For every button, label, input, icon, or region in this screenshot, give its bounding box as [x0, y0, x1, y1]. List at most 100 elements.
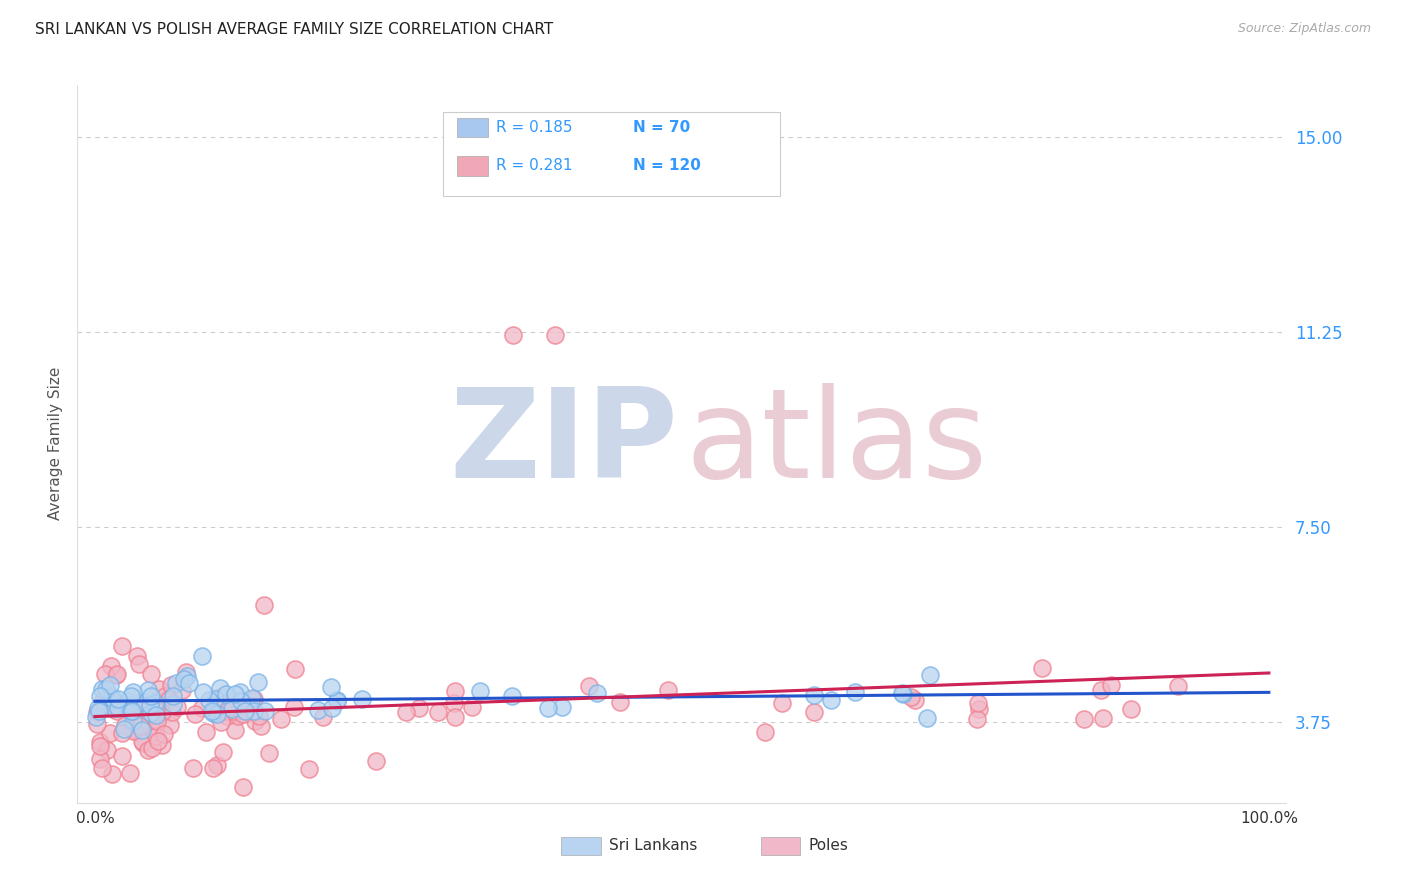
Point: [139, 706, 162, 720]
Point: [86, 716, 108, 731]
Point: [100, 659, 122, 673]
Point: [229, 685, 252, 699]
Point: [101, 691, 124, 706]
Point: [915, 711, 938, 725]
Point: [135, 698, 157, 712]
Point: [153, 727, 176, 741]
Point: [1167, 679, 1189, 693]
Point: [233, 704, 256, 718]
Point: [444, 710, 467, 724]
Point: [122, 714, 145, 728]
Point: [118, 765, 141, 780]
Point: [609, 695, 631, 709]
Point: [104, 667, 127, 681]
Text: N = 120: N = 120: [633, 159, 700, 173]
Point: [139, 666, 162, 681]
Text: N = 70: N = 70: [633, 120, 690, 135]
Point: [148, 681, 170, 696]
Point: [110, 702, 132, 716]
Point: [90, 760, 112, 774]
Point: [408, 700, 430, 714]
Point: [139, 698, 162, 712]
Point: [143, 721, 166, 735]
Point: [250, 719, 273, 733]
Point: [89, 734, 111, 748]
Point: [803, 705, 825, 719]
Point: [364, 754, 387, 768]
Point: [243, 692, 266, 706]
Point: [148, 734, 170, 748]
Text: Poles: Poles: [808, 838, 849, 854]
Point: [209, 715, 232, 730]
Point: [201, 760, 224, 774]
Point: [233, 704, 256, 718]
Point: [221, 702, 243, 716]
Text: atlas: atlas: [686, 384, 987, 504]
Point: [212, 745, 235, 759]
Point: [139, 689, 162, 703]
Point: [326, 693, 349, 707]
Point: [224, 723, 246, 737]
Point: [770, 696, 793, 710]
Point: [91, 681, 114, 696]
Point: [966, 712, 988, 726]
Point: [194, 724, 217, 739]
Point: [197, 693, 219, 707]
Point: [176, 665, 198, 679]
Point: [145, 708, 167, 723]
Point: [242, 704, 264, 718]
Point: [240, 690, 263, 705]
Point: [127, 648, 149, 663]
Point: [170, 683, 193, 698]
Point: [150, 705, 173, 719]
Point: [124, 713, 146, 727]
Point: [218, 699, 240, 714]
Point: [443, 684, 465, 698]
Point: [98, 726, 121, 740]
Point: [209, 681, 232, 695]
Point: [176, 668, 198, 682]
Point: [145, 729, 167, 743]
Point: [283, 699, 305, 714]
Point: [904, 693, 927, 707]
Point: [1121, 702, 1143, 716]
Point: [132, 695, 155, 709]
Point: [501, 689, 523, 703]
Point: [253, 598, 276, 612]
Point: [803, 688, 825, 702]
Point: [84, 710, 107, 724]
Text: R = 0.281: R = 0.281: [496, 159, 572, 173]
Point: [578, 679, 600, 693]
Point: [128, 697, 150, 711]
Point: [107, 692, 129, 706]
Point: [247, 709, 270, 723]
FancyBboxPatch shape: [561, 837, 600, 855]
Point: [131, 723, 153, 737]
Point: [246, 675, 269, 690]
Point: [544, 327, 567, 342]
Point: [181, 761, 204, 775]
Point: [243, 714, 266, 728]
Point: [121, 684, 143, 698]
Point: [326, 693, 349, 707]
Point: [120, 689, 142, 703]
Point: [352, 692, 374, 706]
Point: [201, 704, 224, 718]
Point: [111, 639, 134, 653]
Point: [536, 701, 558, 715]
Point: [157, 692, 180, 706]
Point: [143, 697, 166, 711]
Point: [1099, 678, 1122, 692]
Point: [844, 684, 866, 698]
Point: [222, 704, 245, 718]
Point: [129, 719, 152, 733]
Point: [129, 717, 152, 731]
Point: [205, 706, 228, 721]
Point: [224, 687, 246, 701]
Point: [207, 758, 229, 772]
Point: [165, 676, 187, 690]
Point: [1031, 661, 1053, 675]
Point: [89, 705, 111, 719]
Point: [89, 690, 111, 704]
Point: [120, 704, 142, 718]
